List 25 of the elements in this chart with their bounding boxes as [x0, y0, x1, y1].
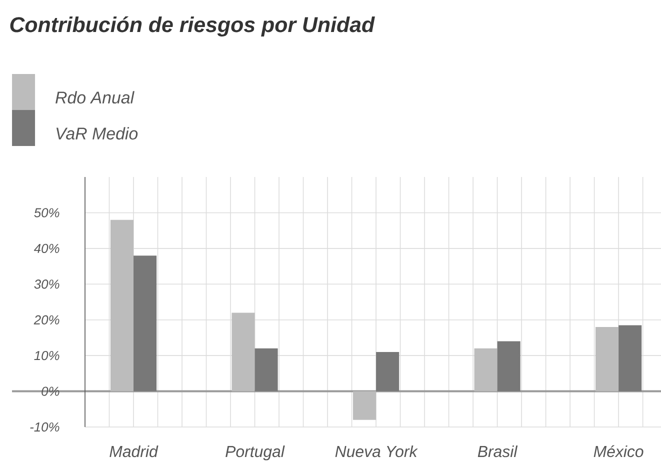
x-tick-label: Brasil [478, 445, 518, 458]
legend-label: Rdo Anual [56, 91, 134, 104]
x-tick-label: Nueva York [335, 445, 418, 458]
bar [376, 352, 400, 392]
y-tick-label: 20% [34, 315, 60, 324]
y-tick-label: 30% [34, 280, 60, 289]
x-tick-label: México [594, 445, 644, 458]
bar [596, 327, 619, 392]
bar [618, 325, 642, 392]
bar [232, 312, 255, 392]
y-tick-label: 40% [34, 244, 60, 254]
x-tick-label: Portugal [226, 445, 285, 460]
x-tick-label: Madrid [110, 445, 158, 458]
bar [110, 220, 134, 392]
legend-label: VaR Medio [56, 127, 138, 140]
y-tick-label: -10% [30, 422, 60, 432]
y-tick-label: 50% [34, 208, 60, 218]
bar [474, 348, 498, 392]
bar [497, 341, 520, 392]
bar [134, 256, 157, 392]
y-tick-label: 10% [34, 350, 60, 360]
bar [352, 391, 376, 420]
bar [254, 348, 278, 392]
y-tick-label: 0% [42, 386, 60, 396]
chart-title: Contribución de riesgos por Unidad [10, 16, 375, 36]
